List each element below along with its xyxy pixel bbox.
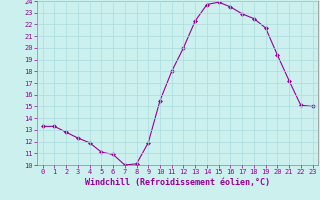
X-axis label: Windchill (Refroidissement éolien,°C): Windchill (Refroidissement éolien,°C) [85, 178, 270, 187]
